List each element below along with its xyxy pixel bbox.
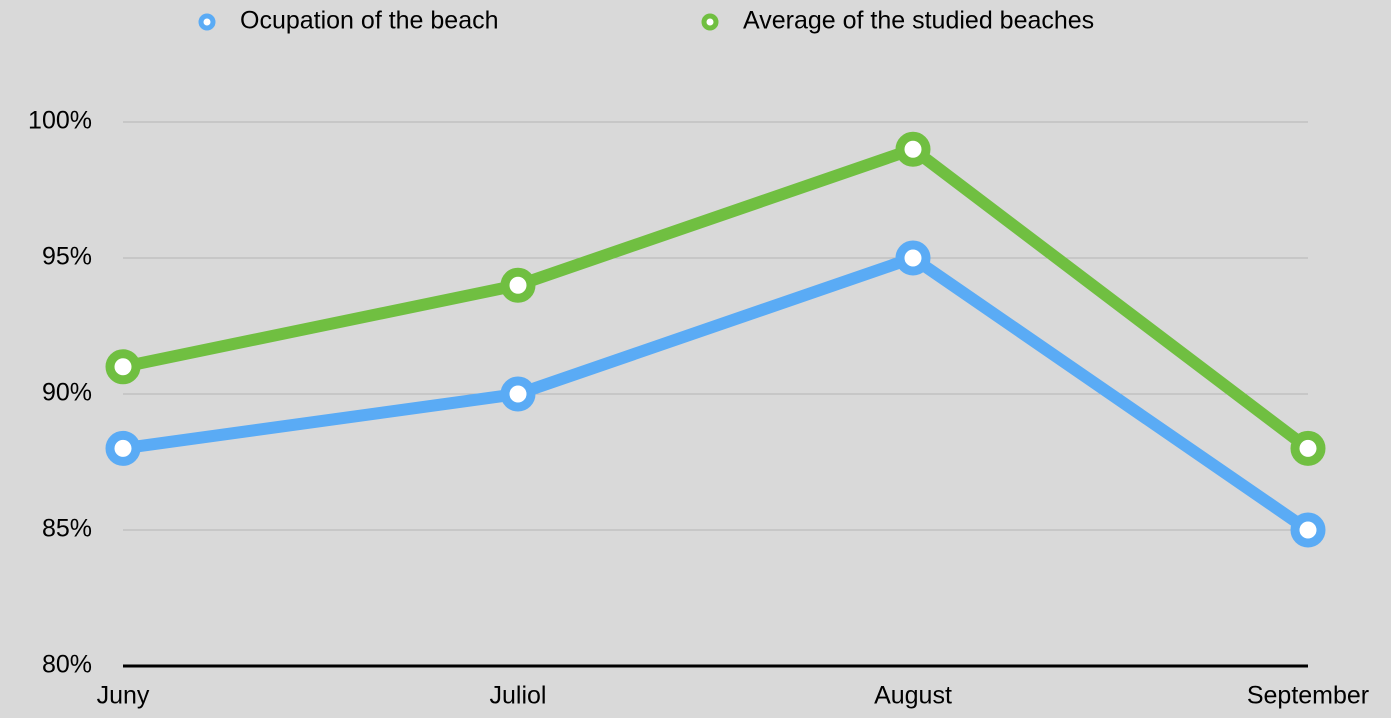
y-tick-label: 85% xyxy=(42,515,92,543)
point-marker xyxy=(105,349,141,385)
legend-marker xyxy=(701,13,719,31)
point-marker xyxy=(895,131,931,167)
x-tick-label: September xyxy=(1247,682,1369,710)
y-tick-label: 95% xyxy=(42,243,92,271)
x-tick-label: Juny xyxy=(97,682,150,710)
y-tick-label: 90% xyxy=(42,379,92,407)
y-tick-label: 100% xyxy=(28,107,92,135)
legend-marker xyxy=(198,13,216,31)
point-marker xyxy=(1290,430,1326,466)
y-tick-label: 80% xyxy=(42,651,92,679)
point-marker xyxy=(1290,512,1326,548)
series-line xyxy=(121,143,1312,454)
point-marker xyxy=(500,267,536,303)
point-marker xyxy=(500,376,536,412)
legend-label: Ocupation of the beach xyxy=(240,7,499,35)
legend-label: Average of the studied beaches xyxy=(743,7,1094,35)
point-marker xyxy=(105,430,141,466)
series-line xyxy=(122,252,1312,535)
point-marker xyxy=(895,240,931,276)
x-tick-label: Juliol xyxy=(490,682,547,710)
x-tick-label: August xyxy=(874,682,952,710)
